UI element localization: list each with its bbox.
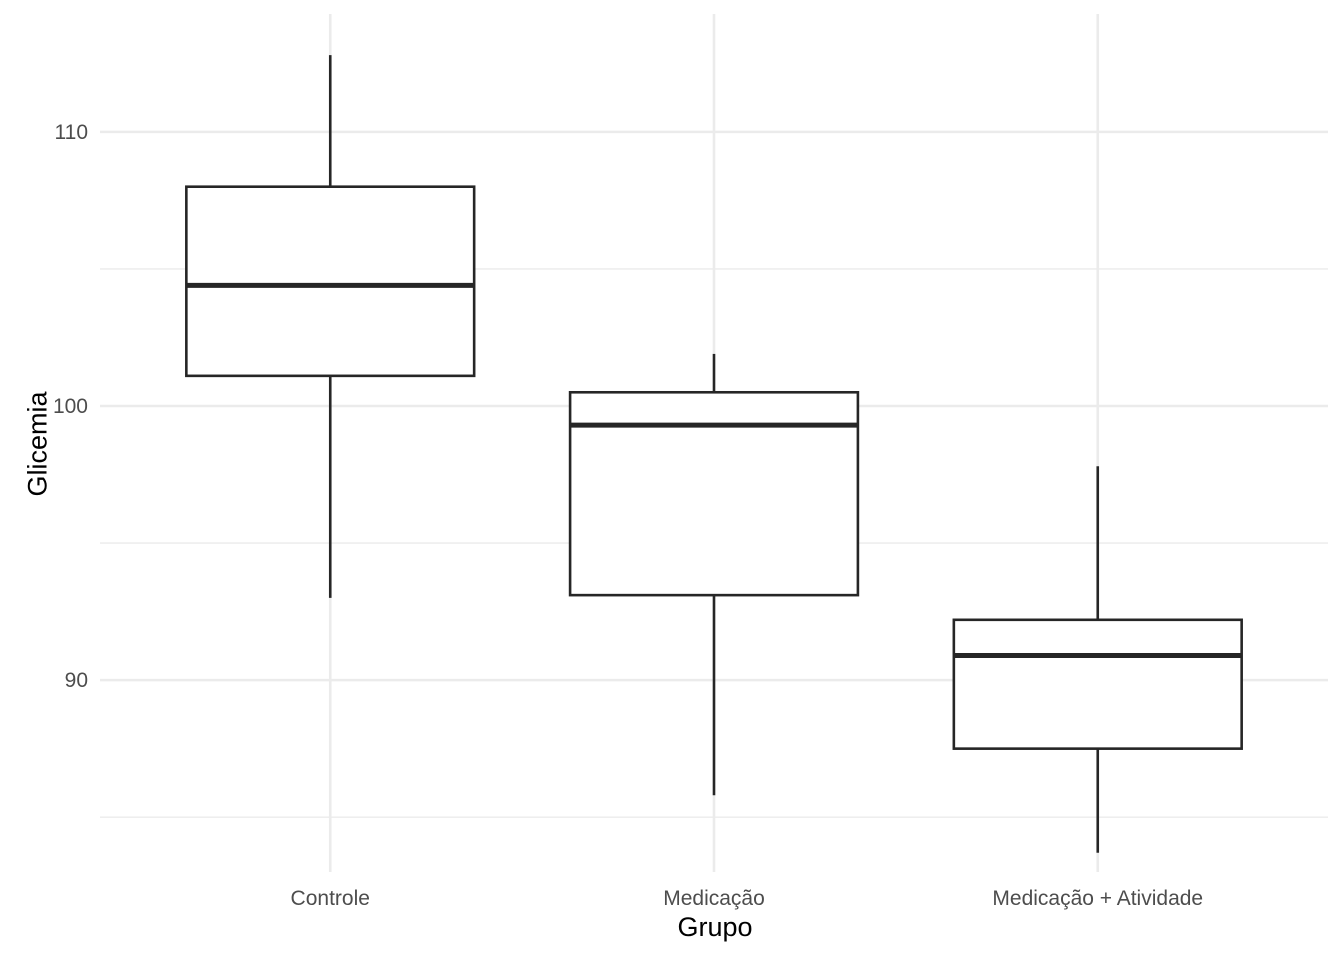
x-tick-label: Medicação + Atividade	[992, 887, 1203, 910]
x-tick-label: Controle	[291, 887, 370, 910]
y-tick-label: 100	[53, 395, 88, 418]
y-axis-title: Glicemia	[22, 391, 53, 497]
y-tick-label: 110	[55, 121, 88, 144]
box-iqr	[952, 618, 1243, 750]
x-axis-title: Grupo	[677, 912, 753, 942]
box-iqr	[185, 185, 476, 378]
x-tick-label: Medicação	[663, 887, 765, 910]
y-tick-label: 90	[65, 669, 88, 692]
